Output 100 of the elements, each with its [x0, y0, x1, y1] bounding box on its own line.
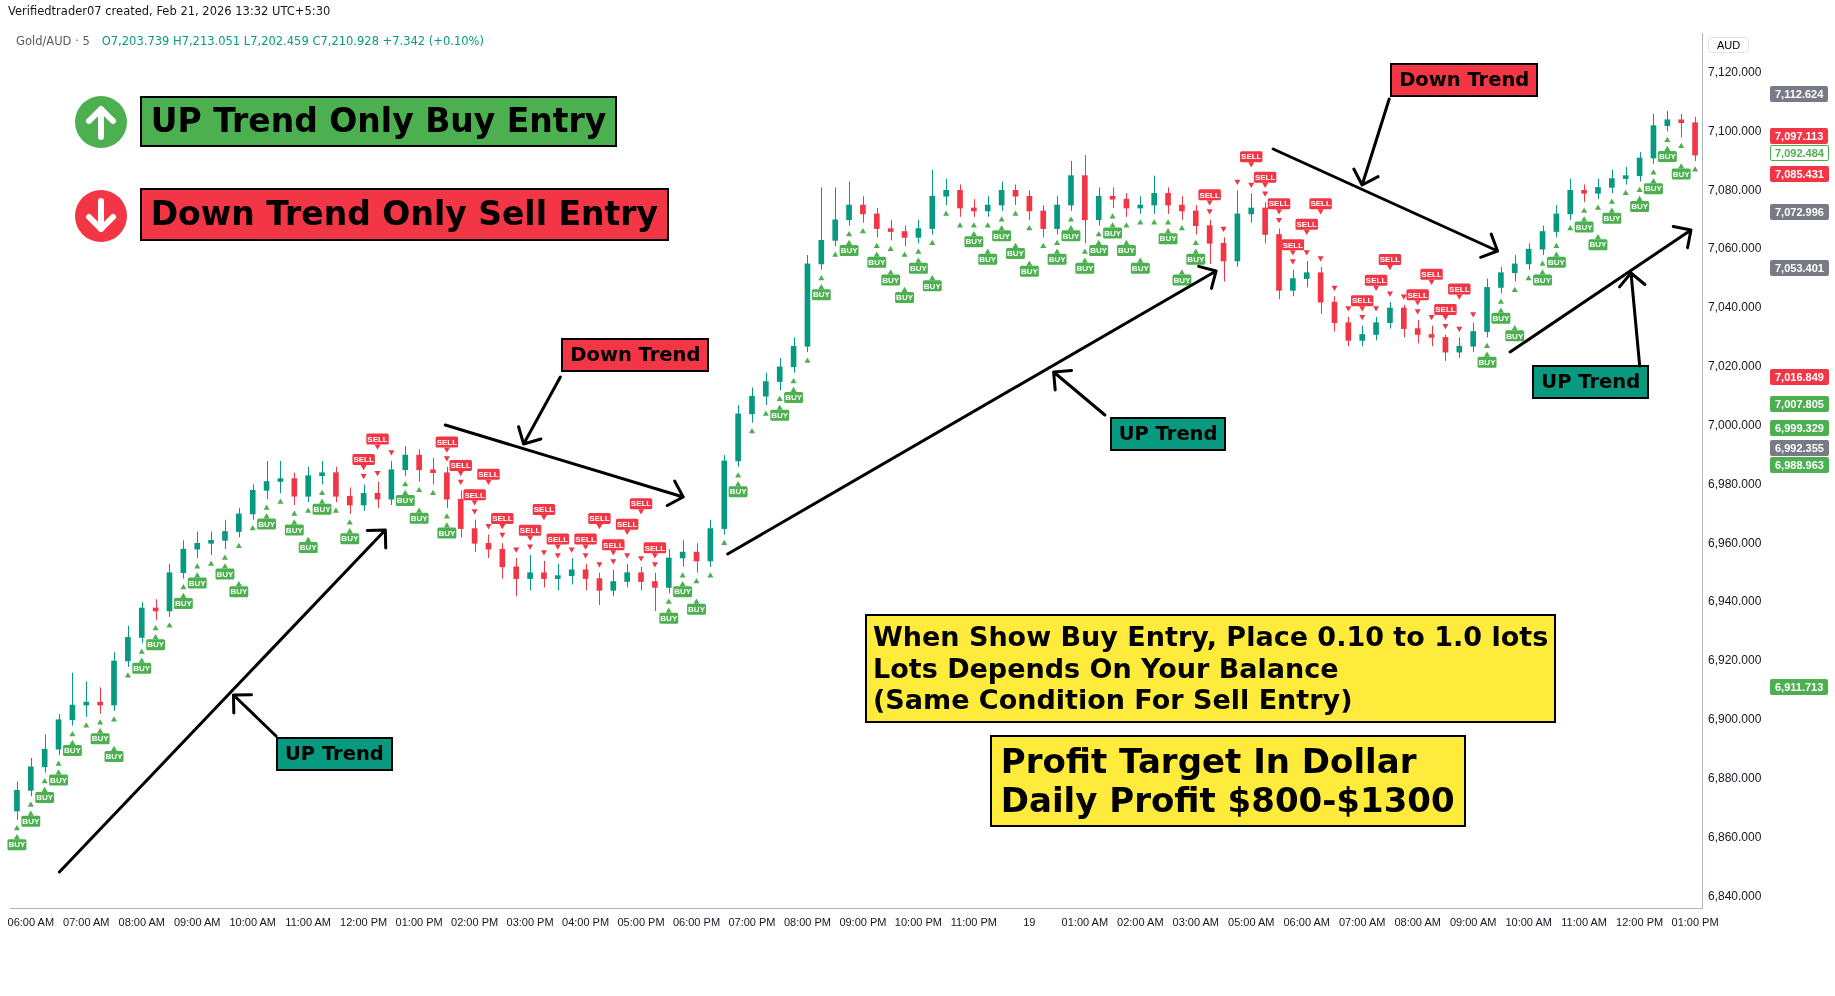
y-tick-label: 6,980.000: [1708, 476, 1762, 491]
data-label: BUY: [1589, 240, 1608, 250]
point: [582, 553, 589, 559]
text: 7,097.113: [1770, 127, 1829, 144]
candlestick: [277, 460, 284, 494]
data-label: BUY: [1658, 152, 1677, 162]
x-tick-label: 06:00 PM: [672, 915, 721, 928]
data-label: SELL: [353, 455, 374, 465]
candlestick: [236, 507, 242, 538]
annotation: UP Trend: [1532, 365, 1650, 399]
data-label: BUY: [1645, 184, 1663, 194]
candlestick: [1664, 110, 1671, 133]
candlestick: [485, 533, 492, 559]
point: [471, 500, 478, 506]
data-label: SELL: [1268, 199, 1290, 209]
data-label: SELL: [1199, 190, 1220, 200]
point: [485, 523, 492, 530]
candlestick: [943, 178, 949, 206]
candlestick: [1595, 178, 1601, 200]
point: [1456, 294, 1463, 300]
x-tick-label: 01:00 AM: [1061, 915, 1109, 928]
point: [1359, 306, 1366, 312]
point: [568, 547, 575, 553]
point: [651, 562, 658, 568]
x-tick-label: 09:00 AM: [1449, 915, 1497, 928]
point: [457, 470, 464, 477]
data-label: BUY: [299, 543, 318, 553]
text: Verifiedtrader07 created, Feb 21, 2026 13:32 UTC+5:30: [8, 4, 331, 18]
point: [540, 550, 547, 556]
data-label: BUY: [965, 237, 983, 247]
candlestick: [554, 563, 561, 591]
y-tick-label: 7,080.000: [1708, 182, 1762, 197]
candlestick: [624, 563, 630, 588]
data-label: SELL: [367, 434, 388, 444]
candlestick: [1290, 269, 1296, 297]
y-tick-label: 6,900.000: [1708, 712, 1762, 727]
candlestick: [471, 519, 478, 553]
data-label: SELL: [1407, 290, 1429, 300]
x-tick-label: 02:00 AM: [1117, 915, 1164, 928]
candlestick: [374, 481, 381, 509]
candlestick: [749, 386, 755, 424]
x-tick-label: 03:00 AM: [1172, 915, 1220, 928]
x-tick-label: 07:00 AM: [1338, 915, 1386, 928]
point: [1428, 315, 1435, 321]
point: [1359, 315, 1366, 321]
candlestick: [1179, 195, 1185, 221]
candlestick: [1373, 316, 1379, 341]
data-label: BUY: [688, 605, 706, 615]
x-tick-label: 06:00 AM: [7, 915, 55, 928]
x-tick-label: 10:00 PM: [894, 915, 942, 928]
data-label: BUY: [1062, 231, 1081, 241]
data-label: SELL: [1241, 152, 1262, 162]
point: [1289, 250, 1296, 256]
point: [1470, 312, 1477, 318]
text: 7,072.996: [1770, 203, 1829, 220]
candlestick: [14, 781, 20, 821]
point: [1289, 259, 1296, 265]
data-label: BUY: [91, 734, 110, 744]
candlestick: [915, 219, 922, 244]
x-tick-label: 09:00 PM: [839, 915, 887, 928]
data-label: BUY: [1187, 255, 1205, 265]
candlestick: [83, 681, 90, 718]
x-tick-label: 05:00 AM: [1228, 915, 1275, 928]
y-tick-label: 7,020.000: [1708, 359, 1762, 374]
data-label: SELL: [1351, 296, 1373, 306]
data-label: BUY: [341, 534, 359, 544]
data-label: BUY: [868, 258, 886, 268]
point: [1248, 182, 1255, 188]
point: [1275, 209, 1283, 215]
data-label: SELL: [575, 534, 596, 544]
data-label: BUY: [785, 393, 803, 403]
data-label: BUY: [1104, 228, 1122, 238]
point: [1303, 229, 1310, 236]
point: [443, 447, 450, 453]
data-label: BUY: [840, 246, 859, 256]
y-tick-label: 6,860.000: [1708, 829, 1762, 844]
data-label: BUY: [979, 255, 997, 265]
data-label: BUY: [396, 496, 415, 506]
point: [1442, 323, 1449, 330]
data-label: BUY: [216, 569, 235, 579]
chart-subtitle: O7,203.739 H7,213.051 L7,202.459 C7,210.928 +7.342 (+0.10%): [101, 34, 484, 48]
data-label: SELL: [1254, 172, 1276, 182]
point: [443, 456, 450, 462]
text: 6,992.355: [1770, 440, 1829, 457]
candlestick: [763, 372, 769, 406]
point: [1400, 294, 1407, 300]
point: [499, 523, 506, 530]
point: [374, 444, 381, 450]
point: [388, 450, 395, 456]
data-label: SELL: [1449, 284, 1470, 294]
data-label: BUY: [36, 793, 54, 803]
point: [1248, 162, 1255, 168]
candlestick: [1609, 169, 1615, 194]
candlestick: [832, 186, 839, 247]
candlestick: [1400, 304, 1407, 338]
point: [1275, 218, 1283, 224]
y-axis-title: AUD: [1708, 37, 1750, 54]
candlestick: [984, 195, 991, 218]
data-label: BUY: [896, 293, 914, 303]
point: [527, 544, 534, 550]
